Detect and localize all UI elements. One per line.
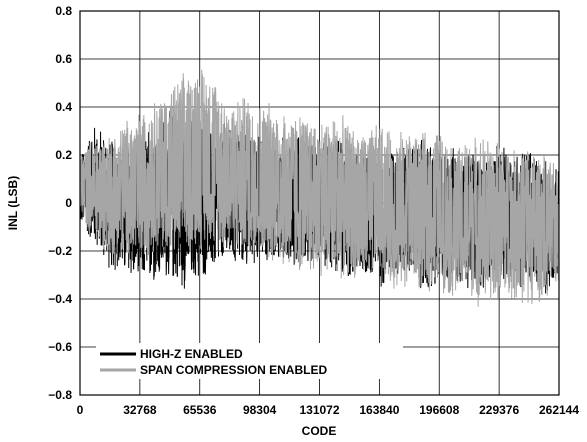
x-tick-label: 229376 [479, 403, 519, 417]
x-axis-title: CODE [302, 424, 337, 438]
y-tick-label: −0.6 [48, 340, 72, 354]
y-tick-label: 0 [65, 196, 72, 210]
y-tick-label: 0.4 [55, 100, 72, 114]
legend-label-span-compression: SPAN COMPRESSION ENABLED [140, 363, 327, 377]
legend-label-high-z: HIGH-Z ENABLED [140, 347, 243, 361]
x-tick-label: 262144 [539, 403, 579, 417]
y-tick-label: 0.6 [55, 52, 72, 66]
series-span-compression-trace [80, 69, 559, 307]
plot-frame [79, 10, 560, 396]
x-tick-label: 163840 [359, 403, 399, 417]
y-tick-label: 0.2 [55, 148, 72, 162]
y-tick-label: 0.8 [55, 4, 72, 18]
x-tick-label: 32768 [123, 403, 157, 417]
x-tick-label: 98304 [243, 403, 277, 417]
y-tick-label: −0.2 [48, 244, 72, 258]
y-tick-label: −0.8 [48, 388, 72, 402]
x-tick-label: 0 [77, 403, 84, 417]
y-tick-labels: −0.8 −0.6 −0.4 −0.2 0 0.2 0.4 0.6 0.8 [48, 4, 72, 402]
x-tick-label: 65536 [183, 403, 217, 417]
legend-background [96, 343, 403, 379]
x-tick-label: 196608 [419, 403, 459, 417]
x-tick-label: 131072 [299, 403, 339, 417]
y-axis-title: INL (LSB) [6, 176, 20, 230]
x-tick-labels: 0 32768 65536 98304 131072 163840 196608 229376… [77, 403, 580, 417]
series-layer [80, 69, 559, 307]
y-tick-label: −0.4 [48, 292, 72, 306]
legend: HIGH-Z ENABLED SPAN COMPRESSION ENABLED [96, 343, 403, 379]
